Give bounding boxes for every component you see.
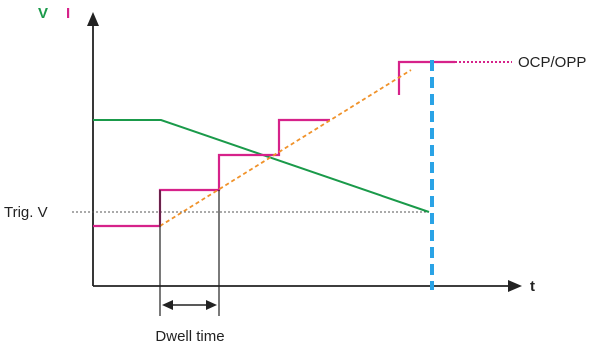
- x-axis-arrow-icon: [508, 280, 522, 292]
- y-axis-arrow-icon: [87, 12, 99, 26]
- time-axis-label: t: [530, 278, 535, 295]
- current-axis-label: I: [66, 5, 70, 22]
- voltage-axis-label: V: [38, 5, 48, 22]
- trigger-voltage-label: Trig. V: [4, 204, 48, 221]
- dwell-time-indicator: Dwell time: [155, 190, 225, 345]
- dwell-time-label: Dwell time: [155, 328, 224, 345]
- current-trip-step: [397, 60, 455, 95]
- current-staircase: [93, 118, 330, 228]
- dwell-arrow-right-icon: [206, 300, 217, 310]
- ocp-opp-label: OCP/OPP: [518, 54, 586, 71]
- axes: [87, 12, 522, 292]
- voltage-curve: [93, 119, 430, 213]
- dwell-arrow-left-icon: [162, 300, 173, 310]
- current-ramp-line: [159, 69, 412, 227]
